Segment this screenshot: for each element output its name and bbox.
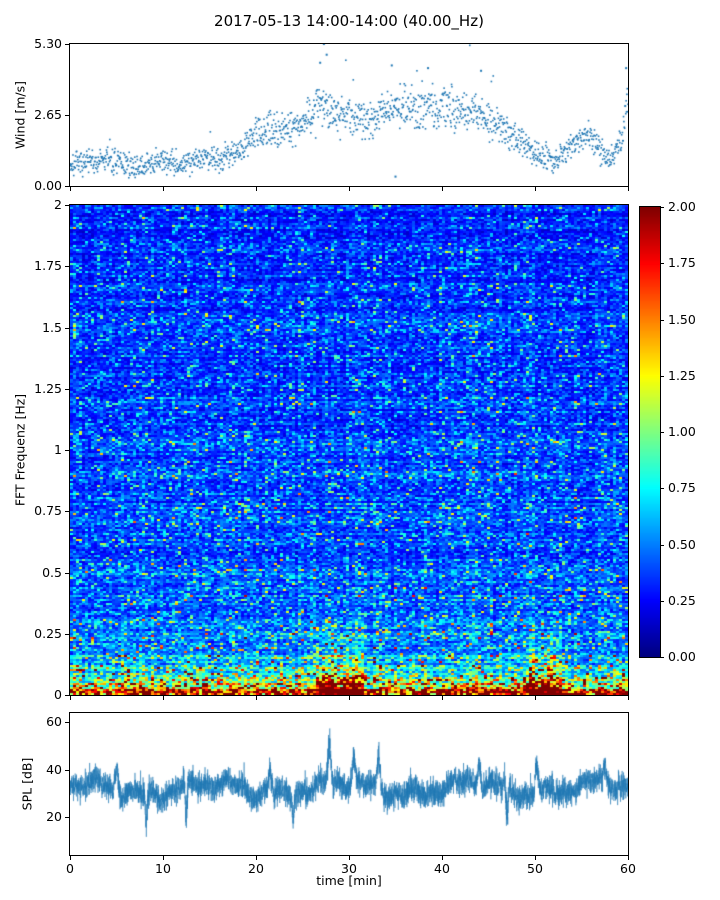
colorbar-tick-label: 0.75 <box>668 480 696 495</box>
tick-mark <box>65 186 69 187</box>
tick-mark <box>65 634 69 635</box>
tick-mark <box>65 266 69 267</box>
colorbar-tick-label: 1.50 <box>668 312 696 327</box>
tick-mark <box>70 696 71 700</box>
tick-mark <box>349 696 350 700</box>
colorbar-tick-label: 0.00 <box>668 649 696 664</box>
colorbar-tick-label: 0.50 <box>668 537 696 552</box>
wind-ytick-label: 2.65 <box>34 107 62 122</box>
tick-mark <box>660 263 664 264</box>
spec-ytick-label: 1 <box>54 442 62 457</box>
tick-mark <box>65 817 69 818</box>
tick-mark <box>442 696 443 700</box>
tick-mark <box>65 450 69 451</box>
tick-mark <box>163 187 164 191</box>
spec-ytick-label: 0.25 <box>34 626 62 641</box>
tick-mark <box>660 601 664 602</box>
tick-mark <box>65 389 69 390</box>
tick-mark <box>349 187 350 191</box>
x-axis-label: time [min] <box>316 873 382 888</box>
xtick-label: 20 <box>248 861 264 876</box>
tick-mark <box>163 696 164 700</box>
spec-ytick-label: 0.75 <box>34 503 62 518</box>
colorbar-tick-label: 2.00 <box>668 199 696 214</box>
tick-mark <box>65 722 69 723</box>
tick-mark <box>256 187 257 191</box>
figure-title: 2017-05-13 14:00-14:00 (40.00_Hz) <box>214 12 484 30</box>
tick-mark <box>660 376 664 377</box>
tick-mark <box>628 187 629 191</box>
spec-ytick-label: 2 <box>54 197 62 212</box>
colorbar <box>639 206 661 658</box>
xtick-label: 10 <box>155 861 171 876</box>
tick-mark <box>660 545 664 546</box>
tick-mark <box>65 44 69 45</box>
tick-mark <box>628 696 629 700</box>
tick-mark <box>535 856 536 860</box>
tick-mark <box>256 856 257 860</box>
spec-ytick-label: 0.5 <box>42 565 62 580</box>
spec-ytick-label: 0 <box>54 687 62 702</box>
tick-mark <box>65 115 69 116</box>
spl-ytick-label: 60 <box>46 714 62 729</box>
tick-mark <box>660 320 664 321</box>
xtick-label: 50 <box>527 861 543 876</box>
tick-mark <box>535 187 536 191</box>
spec-ytick-label: 1.75 <box>34 258 62 273</box>
tick-mark <box>442 856 443 860</box>
tick-mark <box>628 856 629 860</box>
colorbar-tick-label: 0.25 <box>668 593 696 608</box>
spec-ytick-label: 1.5 <box>42 320 62 335</box>
tick-mark <box>660 432 664 433</box>
wind-ytick-label: 0.00 <box>34 178 62 193</box>
wind-scatter-plot <box>69 43 629 187</box>
tick-mark <box>65 770 69 771</box>
spec-ytick-label: 1.25 <box>34 381 62 396</box>
spl-line-plot <box>69 712 629 856</box>
tick-mark <box>660 657 664 658</box>
colorbar-tick-label: 1.75 <box>668 255 696 270</box>
xtick-label: 60 <box>620 861 636 876</box>
tick-mark <box>70 856 71 860</box>
tick-mark <box>65 695 69 696</box>
tick-mark <box>660 488 664 489</box>
xtick-label: 40 <box>434 861 450 876</box>
xtick-label: 0 <box>66 861 74 876</box>
tick-mark <box>65 205 69 206</box>
colorbar-tick-label: 1.25 <box>668 368 696 383</box>
tick-mark <box>349 856 350 860</box>
colorbar-tick-label: 1.00 <box>668 424 696 439</box>
tick-mark <box>163 856 164 860</box>
xtick-label: 30 <box>341 861 357 876</box>
tick-mark <box>65 328 69 329</box>
tick-mark <box>256 696 257 700</box>
tick-mark <box>535 696 536 700</box>
spl-ytick-label: 20 <box>46 809 62 824</box>
tick-mark <box>70 187 71 191</box>
tick-mark <box>65 573 69 574</box>
tick-mark <box>442 187 443 191</box>
spectrogram-plot <box>69 204 629 696</box>
wind-ytick-label: 5.30 <box>34 36 62 51</box>
tick-mark <box>660 207 664 208</box>
tick-mark <box>65 511 69 512</box>
spl-ytick-label: 40 <box>46 762 62 777</box>
